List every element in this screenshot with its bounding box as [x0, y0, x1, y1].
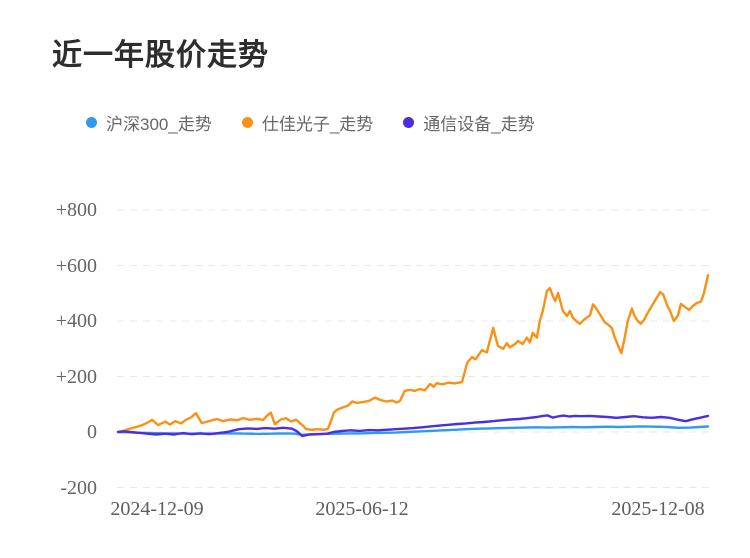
y-axis-tick-600: +600 [55, 254, 97, 277]
page-title: 近一年股价走势 [52, 39, 269, 72]
legend-label-csi300: 沪深300_走势 [106, 115, 212, 134]
y-axis-tick-400: +400 [55, 310, 97, 332]
y-axis-tick-200: +200 [55, 365, 97, 388]
x-axis-tick-start: 2024-12-09 [110, 498, 204, 520]
gridlines [117, 209, 710, 488]
y-axis-tick-800: +800 [55, 199, 97, 221]
legend-label-comm-equipment: 通信设备_走势 [423, 115, 535, 134]
y-axis-tick-neg200: -200 [60, 476, 97, 499]
legend-dot-csi300-icon [86, 117, 97, 128]
x-axis-tick-middle: 2025-06-12 [315, 498, 409, 520]
legend-dot-shijia-photonics-icon [241, 117, 253, 128]
legend-label-shijia-photonics: 仕佳光子_走势 [261, 115, 374, 134]
legend-item-comm-equipment[interactable]: 通信设备_走势 [403, 110, 535, 135]
legend-item-csi300[interactable]: 沪深300_走势 [86, 110, 212, 135]
legend: 沪深300_走势 仕佳光子_走势 通信设备_走势 [86, 110, 535, 135]
y-axis-tick-0: 0 [87, 421, 97, 443]
series-lines [116, 274, 710, 438]
legend-item-shijia-photonics[interactable]: 仕佳光子_走势 [241, 110, 374, 135]
legend-dot-comm-equipment-icon [403, 117, 415, 128]
x-axis-tick-end: 2025-12-08 [611, 498, 705, 520]
